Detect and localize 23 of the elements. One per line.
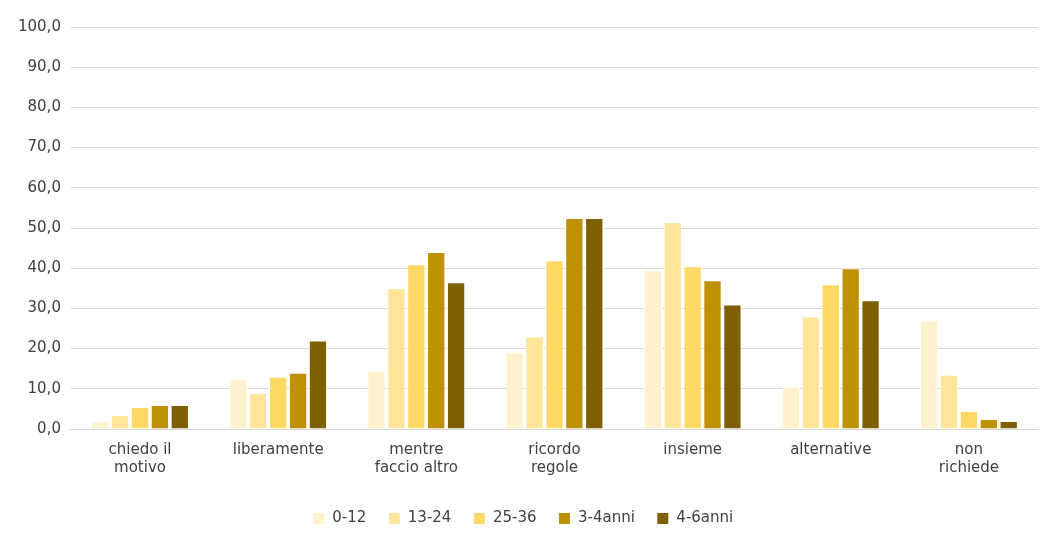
legend-label: 25-36 <box>492 508 537 527</box>
x-tick-label: mentre faccio altro <box>374 439 458 476</box>
y-tick-label: 40,0 <box>27 258 61 277</box>
y-tick-label: 60,0 <box>27 177 61 196</box>
y-tick-label: 10,0 <box>27 378 61 397</box>
y-tick-label: 100,0 <box>17 16 61 35</box>
x-tick-label: chiedo il motivo <box>108 439 172 476</box>
y-tick-label: 80,0 <box>27 97 61 116</box>
x-tick-label: ricordo regole <box>528 439 581 476</box>
y-tick-label: 90,0 <box>27 57 61 76</box>
x-tick-label: alternative <box>790 439 872 458</box>
x-tick-label: liberamente <box>232 439 324 458</box>
x-tick-label: insieme <box>663 439 722 458</box>
x-tick-label: non richiede <box>938 439 1000 476</box>
y-tick-label: 70,0 <box>27 137 61 156</box>
y-tick-label: 30,0 <box>27 298 61 317</box>
y-tick-label: 20,0 <box>27 338 61 357</box>
y-tick-label: 0,0 <box>37 418 61 437</box>
legend-label: 3-4anni <box>577 508 635 527</box>
legend-label: 0-12 <box>332 508 367 527</box>
legend-label: 13-24 <box>407 508 452 527</box>
legend-label: 4-6anni <box>676 508 734 527</box>
y-tick-label: 50,0 <box>27 217 61 236</box>
